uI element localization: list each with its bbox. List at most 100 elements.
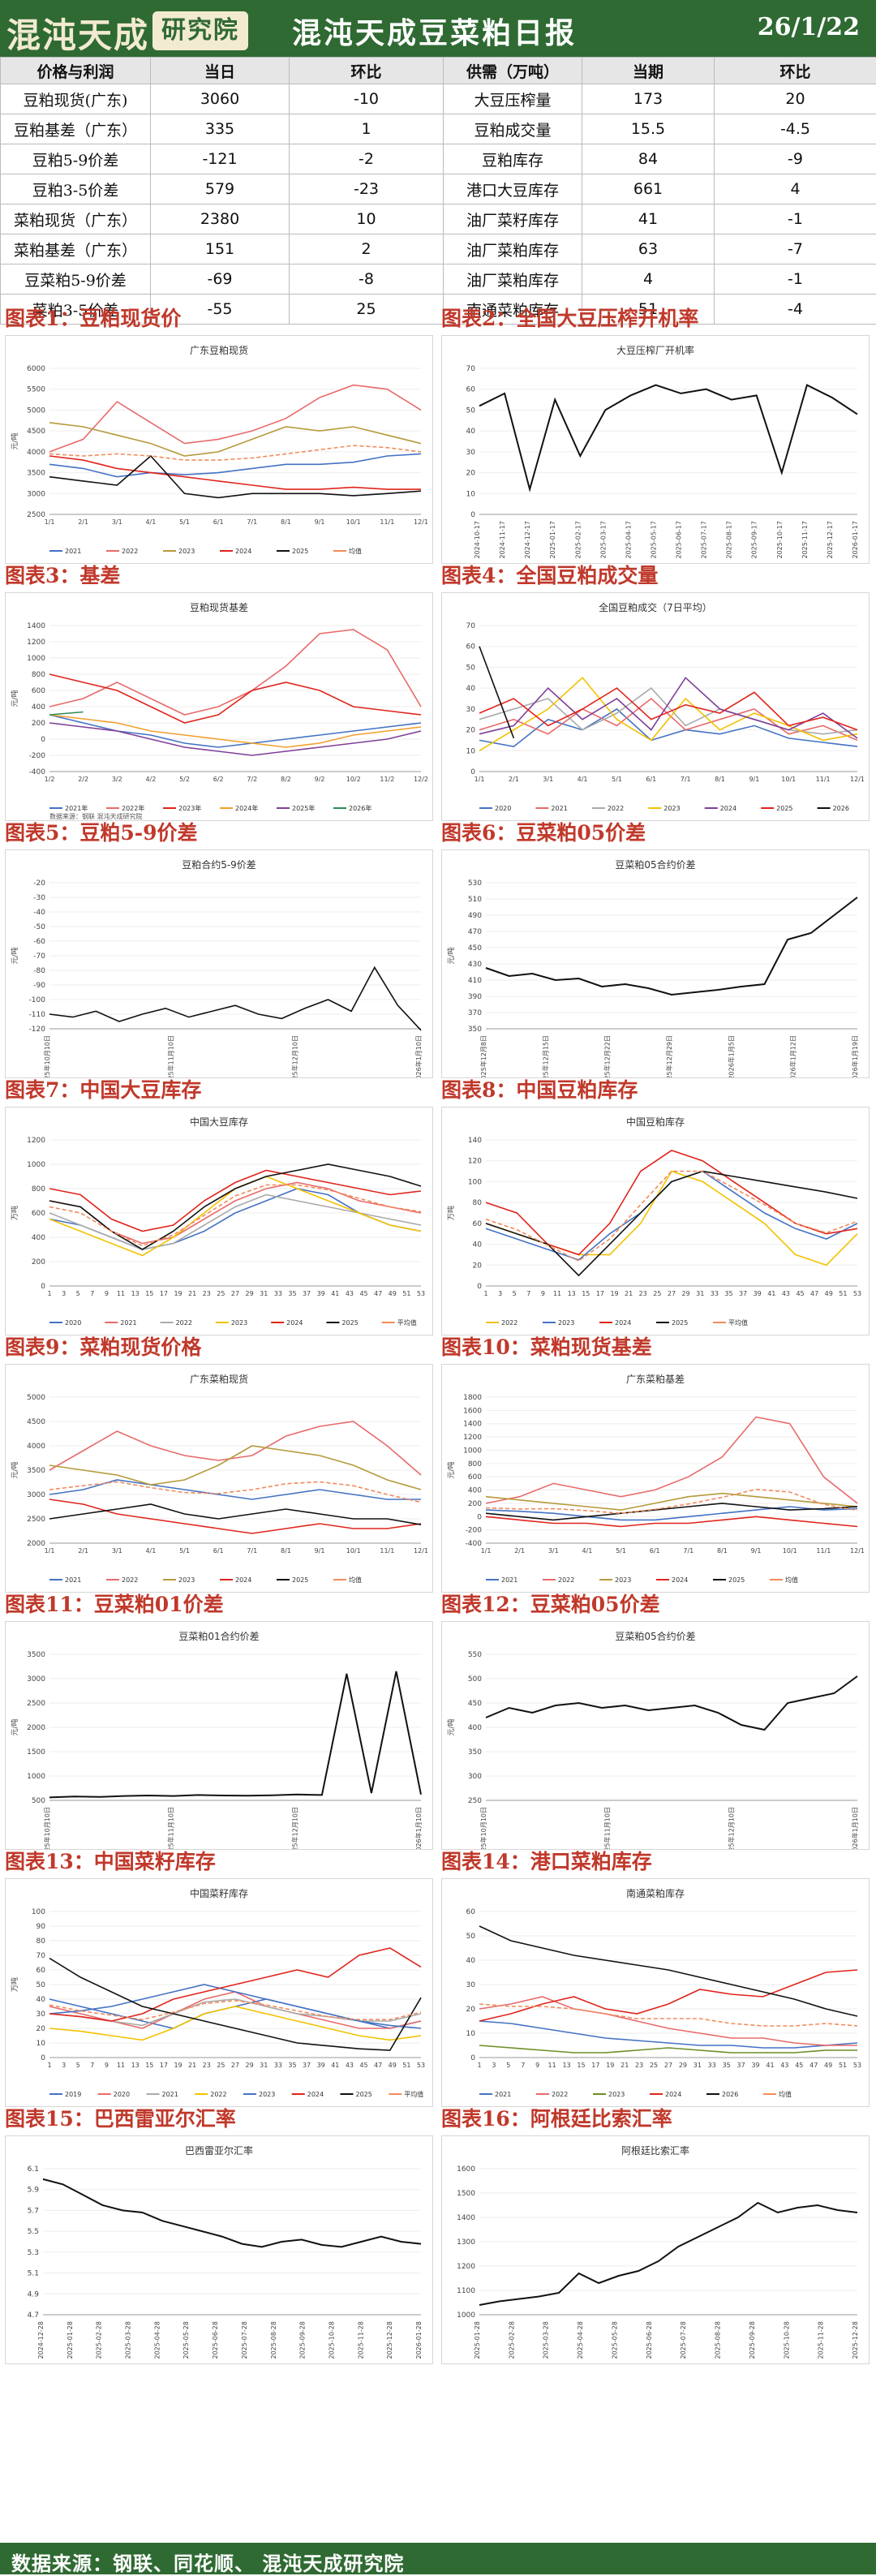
x-tick-label: 2025-11-28 [357,2321,364,2359]
y-tick-label: 600 [32,687,45,695]
x-tick-label: 45 [359,2062,367,2069]
x-tick-label: 2/2 [78,776,88,783]
x-tick-label: 21 [188,2062,196,2069]
y-tick-label: 370 [468,1009,482,1017]
x-tick-label: 4/1 [578,776,588,783]
x-tick-label: 3 [492,2062,496,2069]
y-tick-label: 20 [466,2006,476,2014]
x-tick-label: 3/1 [112,518,122,526]
x-tick-label: 2025-01-28 [67,2321,74,2359]
x-tick-label: 5 [513,1290,517,1297]
x-tick-label: 2025-10-28 [783,2321,790,2359]
x-tick-label: 12/1 [850,1547,865,1555]
y-tick-label: -30 [33,894,45,902]
row-value: 20 [715,84,876,114]
y-tick-label: -400 [29,768,46,776]
series-line [479,1970,857,2021]
legend-label: 2024 [286,1319,303,1327]
x-tick-label: 3/1 [548,1547,559,1555]
row-value: -121 [151,144,290,174]
y-tick-label: 30 [466,1981,476,1989]
y-tick-label: 410 [468,977,482,985]
x-tick-label: 25 [650,2062,658,2069]
x-tick-label: 2026年1月10日 [414,1807,423,1849]
y-tick-label: -40 [33,909,45,917]
y-tick-label: 1600 [457,2165,475,2174]
x-tick-label: 53 [417,1290,425,1297]
row-value: -8 [290,264,444,295]
x-tick-label: 37 [303,1290,311,1297]
x-tick-label: 5 [76,2062,80,2069]
series-line [49,967,421,1030]
x-tick-label: 33 [711,1290,719,1297]
y-tick-label: 3000 [27,490,45,498]
x-tick-label: 3/2 [112,776,122,783]
y-tick-label: 300 [468,1773,482,1781]
axes: -400-20002004006008001000120014001600180… [446,1394,865,1555]
row-value: -69 [151,264,290,295]
y-tick-label: 5.7 [28,2207,39,2215]
x-tick-label: 39 [754,1290,762,1297]
x-tick-label: 11 [117,2062,125,2069]
x-tick-label: 47 [809,2062,818,2069]
legend-label: 2022 [122,1576,138,1584]
legend-label: 2026年 [349,804,371,812]
x-tick-label: 2025-06-28 [646,2321,653,2359]
y-tick-label: 40 [466,1957,476,1965]
y-tick-label: -100 [29,996,46,1004]
y-tick-label: -200 [29,752,46,760]
x-tick-label: 15 [145,2062,153,2069]
x-tick-label: 2025-01-28 [474,2321,481,2359]
series-line [49,1504,421,1525]
y-tick-label: 250 [468,1797,482,1805]
y-tick-label: 5000 [27,1394,45,1402]
row-value: 1 [290,114,444,144]
row-label: 油厂菜粕库存 [444,264,582,295]
x-tick-label: 51 [402,1290,410,1297]
x-tick-label: 41 [331,1290,339,1297]
chart-caption: 图表11：豆菜粕01价差 [5,1592,224,1618]
series-line [49,1421,421,1475]
x-tick-label: 43 [780,2062,788,2069]
y-tick-label: -50 [33,923,45,931]
x-tick-label: 33 [274,1290,282,1297]
y-tick-label: 350 [468,1026,482,1034]
x-tick-label: 6/1 [213,518,224,526]
logo-box: 研究院 [152,11,248,50]
chart-title: 中国豆粕库存 [626,1116,685,1128]
row-value: -2 [290,144,444,174]
x-tick-label: 53 [417,2062,425,2069]
x-tick-label: 13 [131,1290,140,1297]
x-tick-label: 39 [317,1290,325,1297]
series-line [479,2203,857,2305]
chart-svg: 广东豆粕现货25003000350040004500500055006000元/… [6,336,432,563]
y-tick-label: 490 [468,912,482,920]
x-tick-label: 2025-09-28 [749,2321,756,2359]
legend-label: 2021 [551,805,567,812]
x-tick-label: 27 [668,1290,676,1297]
x-tick-label: 2/1 [78,518,88,526]
y-tick-label: 470 [468,928,482,936]
x-tick-label: 41 [767,1290,775,1297]
x-tick-label: 47 [374,2062,382,2069]
legend-label: 2022 [608,805,624,812]
y-tick-label: 3500 [27,470,45,478]
th-change: 环比 [290,58,444,84]
y-tick-label: -80 [33,967,45,975]
y-tick-label: 20 [466,470,476,478]
logo-text: 混沌天成 [6,8,149,58]
x-tick-label: 23 [639,1290,647,1297]
y-tick-label: 40 [473,1241,483,1249]
y-tick-label: 1000 [27,655,45,663]
x-tick-label: 2025年10月10日 [43,1807,51,1849]
x-tick-label: 21 [625,1290,633,1297]
x-tick-label: 2025-05-28 [611,2321,618,2359]
x-tick-label: 11 [553,1290,561,1297]
